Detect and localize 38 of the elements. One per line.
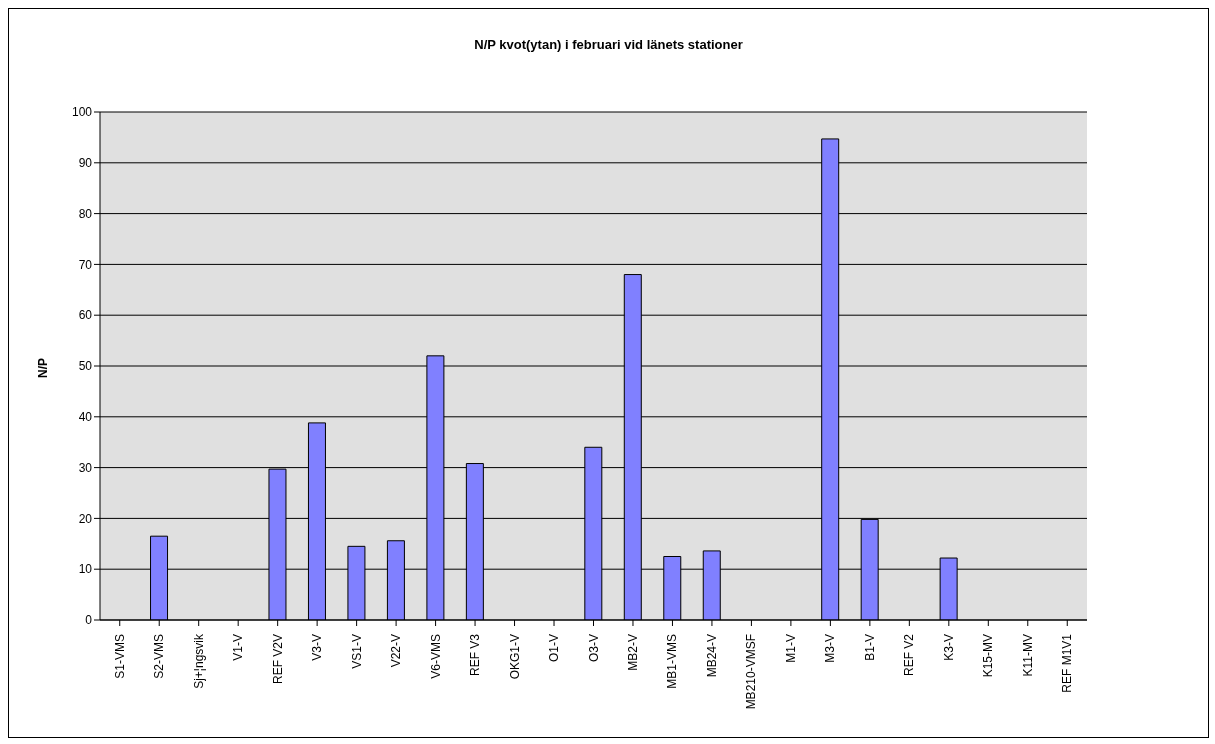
- x-tick-label: S2-VMS: [152, 634, 167, 679]
- y-tick-label: 40: [78, 410, 93, 425]
- y-axis-title: N/P: [36, 357, 50, 380]
- x-tick-label: REF M1V1: [1060, 633, 1075, 693]
- x-tick-label: MB1-VMS: [665, 634, 680, 689]
- x-tick-label: V6-VMS: [428, 634, 443, 679]
- chart-title: N/P kvot(ytan) i februari vid länets stationer: [473, 37, 744, 52]
- x-tick-label: REF V2V: [270, 634, 285, 685]
- x-tick-label: M1-V: [783, 634, 798, 663]
- y-tick-label: 80: [78, 206, 93, 221]
- x-tick-label: OKG1-V: [507, 634, 522, 680]
- x-tick-label: M3-V: [823, 634, 838, 663]
- y-tick-label: 20: [78, 511, 93, 526]
- x-tick-label: O3-V: [586, 634, 601, 663]
- y-tick-label: 90: [78, 156, 93, 171]
- y-tick-label: 30: [78, 460, 93, 475]
- x-tick-label: MB2-V: [625, 634, 640, 671]
- x-tick-label: MB24-V: [704, 634, 719, 678]
- x-tick-label: O1-V: [547, 634, 562, 663]
- x-tick-label: V3-V: [310, 634, 325, 661]
- x-tick-label: REF V3: [468, 633, 483, 677]
- y-tick-label: 60: [78, 308, 93, 323]
- x-tick-label: MB210-VMSF: [744, 634, 759, 710]
- x-tick-label: V1-V: [231, 634, 246, 661]
- x-tick-label: S1-VMS: [112, 634, 127, 679]
- y-tick-label: 0: [85, 613, 93, 628]
- x-tick-label: B1-V: [862, 634, 877, 661]
- x-tick-label: K15-MV: [981, 634, 996, 678]
- x-tick-label: REF V2: [902, 633, 917, 677]
- x-tick-label: Sj+¦ngsvik: [191, 633, 206, 689]
- x-tick-label: VS1-V: [349, 634, 364, 669]
- x-tick-label: K11-MV: [1020, 634, 1035, 677]
- x-tick-label: K3-V: [941, 634, 956, 661]
- y-tick-label: 70: [78, 257, 93, 272]
- y-tick-label: 100: [71, 105, 93, 120]
- y-tick-label: 10: [78, 562, 93, 577]
- x-tick-label: V22-V: [389, 634, 404, 668]
- y-tick-label: 50: [78, 359, 93, 374]
